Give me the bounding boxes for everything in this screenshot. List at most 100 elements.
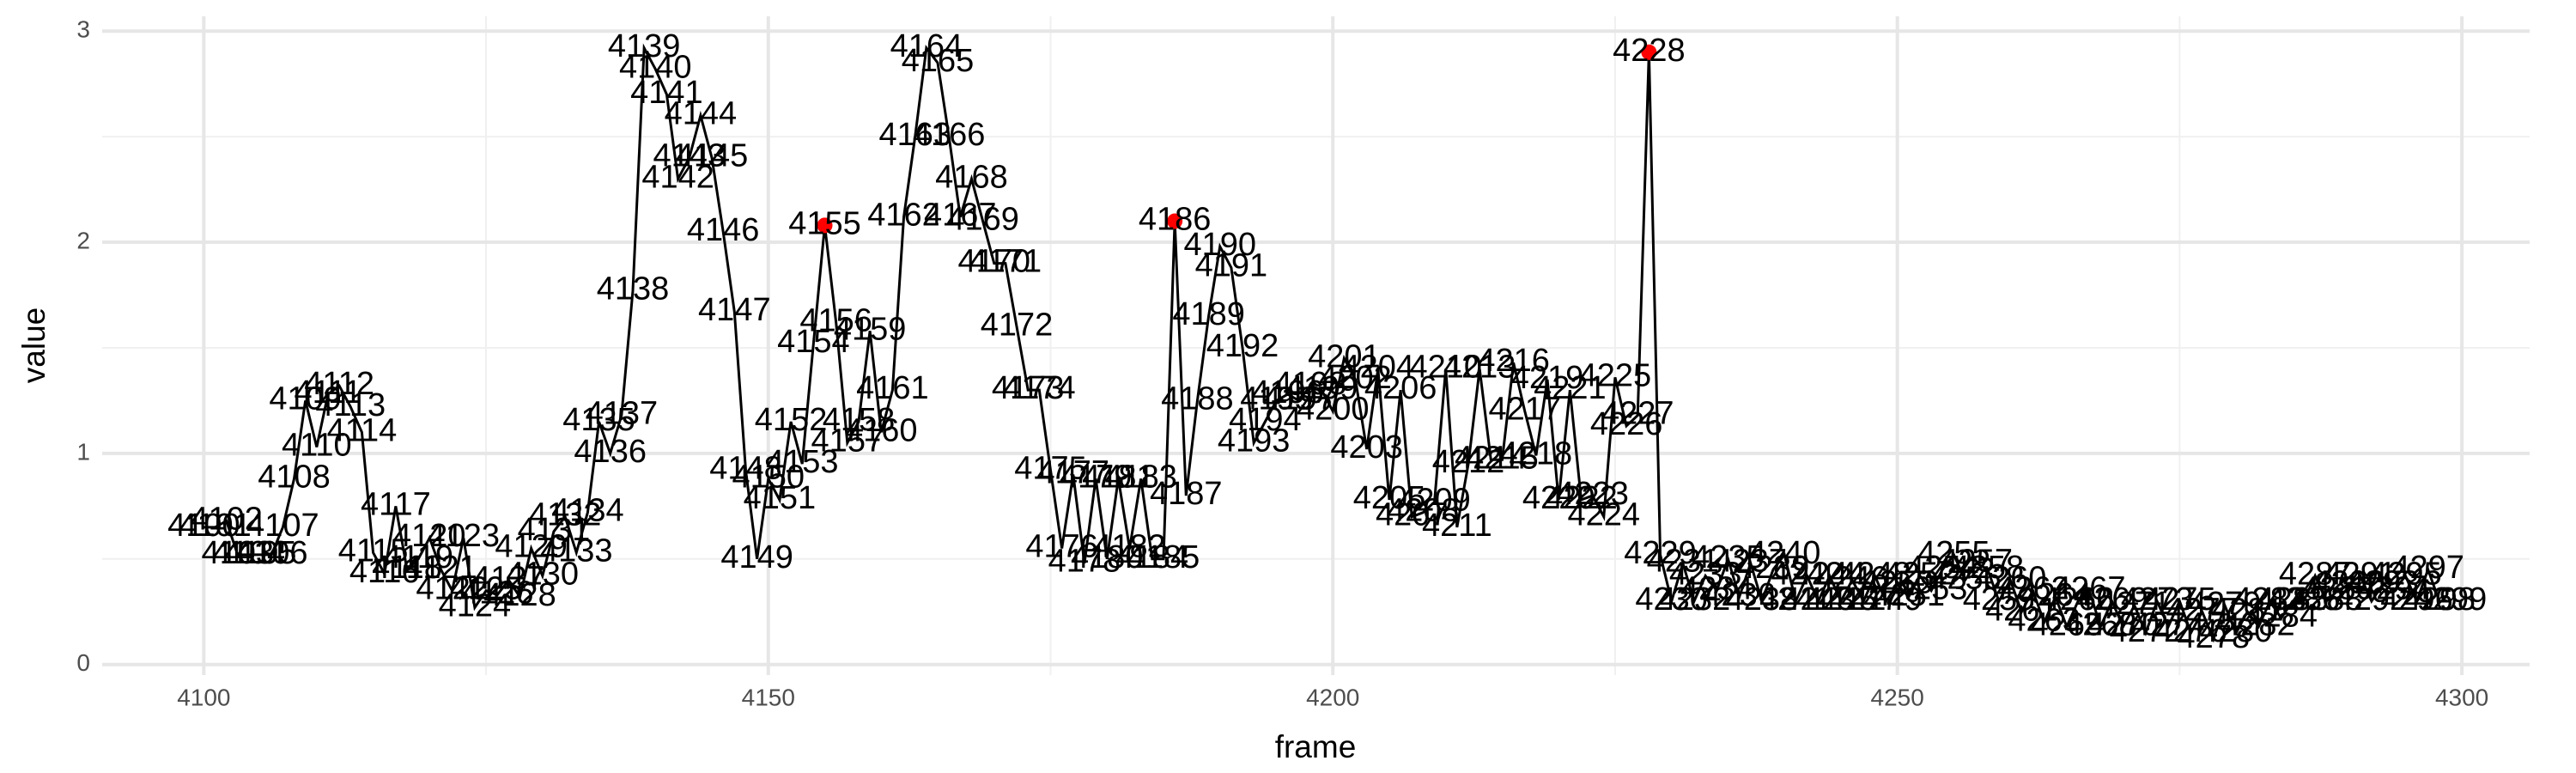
point-label: 4289 (2301, 571, 2374, 607)
point-label: 4186 (1139, 201, 1212, 237)
point-label: 4128 (483, 577, 556, 613)
point-label: 4239 (1737, 550, 1810, 586)
point-label: 4189 (1172, 296, 1245, 332)
point-label: 4221 (1534, 370, 1607, 406)
point-label: 4135 (562, 402, 635, 438)
point-label: 4246 (1816, 560, 1889, 596)
point-label: 4259 (1963, 581, 2036, 618)
point-label: 4213 (1443, 350, 1516, 386)
point-label: 4106 (235, 535, 308, 571)
point-label: 4270 (2087, 606, 2160, 642)
point-label: 4245 (1805, 581, 1878, 618)
point-label: 4156 (799, 302, 872, 338)
point-label: 4164 (890, 28, 963, 64)
point-label: 4151 (744, 480, 817, 516)
point-label: 4222 (1545, 480, 1618, 516)
point-label: 4299 (2415, 581, 2488, 618)
point-label: 4283 (2233, 581, 2306, 618)
point-label: 4149 (720, 539, 793, 575)
point-label: 4294 (2358, 571, 2431, 607)
point-label: 4232 (1658, 581, 1731, 618)
point-label: 4187 (1150, 476, 1223, 512)
y-tick-label: 2 (76, 227, 90, 253)
point-label: 4282 (2222, 606, 2295, 642)
point-label: 4227 (1601, 396, 1674, 432)
point-label: 4277 (2166, 592, 2239, 628)
point-label: 4252 (1884, 556, 1957, 592)
point-label: 4194 (1229, 402, 1302, 438)
point-label: 4109 (269, 380, 342, 417)
point-label: 4130 (507, 556, 580, 592)
point-label: 4267 (2053, 571, 2126, 607)
point-label: 4101 (179, 508, 252, 544)
point-label: 4174 (1003, 370, 1076, 406)
point-label: 4160 (845, 412, 918, 448)
point-label: 4230 (1635, 581, 1708, 618)
point-label: 4108 (258, 459, 331, 495)
point-label: 4293 (2347, 564, 2420, 600)
point-label: 4237 (1714, 544, 1787, 580)
point-label: 4127 (472, 560, 545, 596)
point-label: 4118 (372, 550, 442, 586)
grid (102, 16, 2530, 675)
point-label: 4170 (957, 244, 1030, 280)
y-tick-label: 3 (76, 16, 90, 43)
y-tick-label: 1 (76, 438, 90, 465)
point-label: 4152 (755, 402, 828, 438)
point-label: 4258 (1952, 550, 2025, 586)
point-label: 4163 (878, 117, 951, 153)
point-label: 4179 (1060, 459, 1133, 495)
point-label: 4144 (665, 96, 738, 132)
point-label: 4285 (2257, 581, 2330, 618)
highlight-point (1167, 213, 1183, 229)
point-label: 4171 (969, 244, 1042, 280)
x-axis-title: frame (1275, 729, 1357, 764)
point-label: 4111 (295, 374, 362, 411)
point-label: 4102 (190, 502, 263, 538)
point-label: 4297 (2391, 550, 2464, 586)
point-label: 4217 (1488, 392, 1561, 428)
point-label: 4140 (619, 49, 692, 85)
point-label: 4263 (2008, 603, 2081, 639)
point-label: 4148 (709, 451, 782, 487)
point-label: 4219 (1511, 360, 1584, 396)
point-label: 4247 (1827, 581, 1900, 618)
point-label: 4205 (1353, 480, 1426, 516)
point-label: 4110 (282, 428, 352, 464)
point-label: 4188 (1161, 380, 1234, 417)
point-label: 4104 (213, 535, 286, 571)
point-label: 4120 (393, 518, 466, 554)
point-label: 4196 (1251, 374, 1324, 411)
point-label: 4261 (1985, 592, 2058, 628)
x-tick-label: 4200 (1306, 684, 1359, 710)
point-label: 4125 (450, 571, 523, 607)
point-label: 4257 (1940, 544, 2013, 580)
point-label: 4207 (1376, 497, 1449, 533)
point-label: 4193 (1218, 423, 1291, 460)
point-label: 4154 (777, 324, 850, 360)
point-label: 4287 (2279, 556, 2352, 592)
point-label: 4211 (1422, 508, 1492, 544)
point-label: 4269 (2075, 581, 2148, 618)
point-label: 4168 (935, 159, 1008, 195)
point-label: 4233 (1669, 556, 1742, 592)
point-label: 4169 (946, 201, 1019, 237)
point-label: 4250 (1861, 564, 1934, 600)
point-label: 4113 (315, 387, 386, 423)
point-label: 4295 (2369, 556, 2442, 592)
point-label: 4291 (2324, 556, 2397, 592)
point-label: 4254 (1906, 550, 1979, 586)
point-label: 4276 (2154, 613, 2227, 649)
point-label: 4178 (1048, 544, 1121, 580)
point-label: 4126 (461, 575, 534, 612)
point-label: 4249 (1850, 581, 1923, 618)
point-label: 4212 (1432, 444, 1505, 480)
point-label: 4121 (404, 550, 477, 586)
point-label: 4253 (1895, 571, 1968, 607)
point-label: 4218 (1500, 435, 1573, 472)
point-label: 4206 (1364, 370, 1437, 406)
point-label: 4241 (1759, 581, 1832, 618)
point-label: 4238 (1726, 581, 1799, 618)
x-tick-label: 4100 (177, 684, 230, 710)
